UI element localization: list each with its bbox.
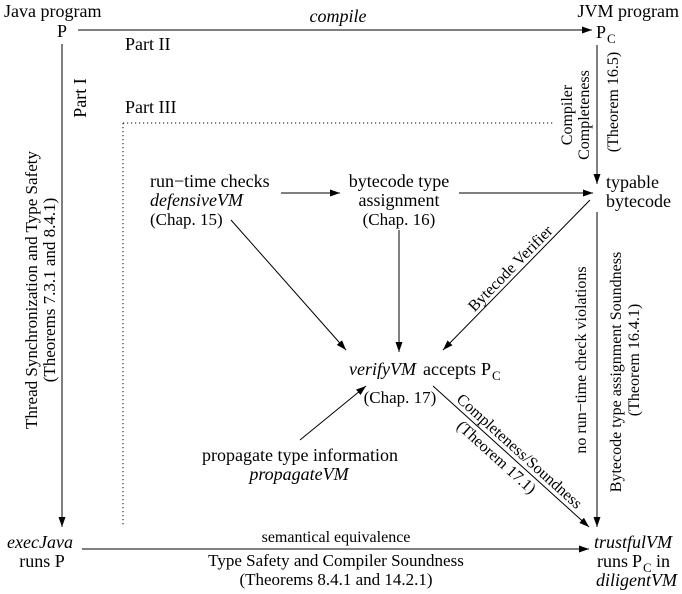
defensive-vm-label: defensiveVM: [150, 190, 244, 210]
trustful-program-symbol: P: [632, 551, 642, 571]
verify-to-trustful-arrow: [432, 385, 590, 528]
java-program-label: Java program: [4, 1, 101, 21]
compiler-label: Compiler: [559, 84, 576, 145]
assignment-label: assignment: [359, 190, 440, 210]
trustful-program-symbol-subscript: C: [643, 560, 652, 575]
theorems-8-4-1-14-2-1-label: (Theorems 8.4.1 and 14.2.1): [239, 570, 432, 589]
chapter-16-label: (Chap. 16): [363, 210, 436, 229]
part-three-label: Part III: [125, 97, 176, 117]
part-one-label: Part I: [70, 78, 90, 118]
compile-label: compile: [310, 6, 367, 26]
jvm-program-symbol-subscript: C: [607, 31, 616, 46]
theorems-7-3-1-8-4-1-label: (Theorems 7.3.1 and 8.4.1): [40, 198, 59, 383]
semantical-equivalence-label: semantical equivalence: [262, 529, 411, 546]
runtime-checks-label: run−time checks: [150, 171, 270, 191]
bytecode-type-label: bytecode type: [349, 171, 449, 191]
trustful-vm-label: trustfulVM: [594, 532, 673, 552]
chapter-15-label: (Chap. 15): [150, 210, 223, 229]
completeness-label: Completeness: [576, 70, 593, 160]
diligent-vm-label: diligentVM: [596, 570, 678, 590]
chapter-17-label: (Chap. 17): [364, 388, 437, 407]
java-program-symbol: P: [57, 21, 67, 41]
accepts-label: accepts: [423, 359, 476, 379]
theorem-16-4-1-label: (Theorem 16.4.1): [626, 304, 643, 416]
propagate-type-information-label: propagate type information: [202, 445, 398, 465]
jvm-program-symbol: P: [596, 22, 606, 42]
exec-java-label: execJava: [7, 532, 73, 552]
verify-program-symbol-subscript: C: [492, 368, 501, 383]
no-runtime-check-violations-label: no run−time check violations: [573, 266, 590, 453]
part-two-label: Part II: [125, 34, 170, 54]
verify-program-symbol: P: [481, 359, 491, 379]
runs-p-label: runs P: [19, 551, 65, 571]
theorem-16-5-label: (Theorem 16.5): [605, 52, 622, 152]
completeness-soundness-label: Completeness/Soundness: [453, 391, 585, 513]
defensive-to-verify-arrow: [230, 219, 347, 351]
runs-label: runs: [597, 551, 628, 571]
part-three-boundary: [122, 122, 553, 527]
propagate-to-verify-arrow: [299, 385, 367, 441]
jvm-program-label: JVM program: [578, 1, 680, 21]
bytecode-verifier-arrow: [442, 199, 591, 351]
typable-label: typable: [606, 172, 659, 192]
propagate-vm-label: propagateVM: [247, 464, 349, 484]
verify-vm-label: verifyVM: [349, 359, 417, 379]
bytecode-type-assignment-soundness-label: Bytecode type assignment Soundness: [608, 252, 625, 492]
in-label: in: [656, 551, 670, 571]
type-safety-compiler-soundness-label: Type Safety and Compiler Soundness: [208, 551, 464, 570]
bytecode-verifier-label: Bytecode Verifier: [465, 222, 557, 315]
typable-bytecode-label: bytecode: [606, 191, 671, 211]
thread-sync-type-safety-label: Thread Synchronization and Type Safety: [22, 151, 41, 429]
